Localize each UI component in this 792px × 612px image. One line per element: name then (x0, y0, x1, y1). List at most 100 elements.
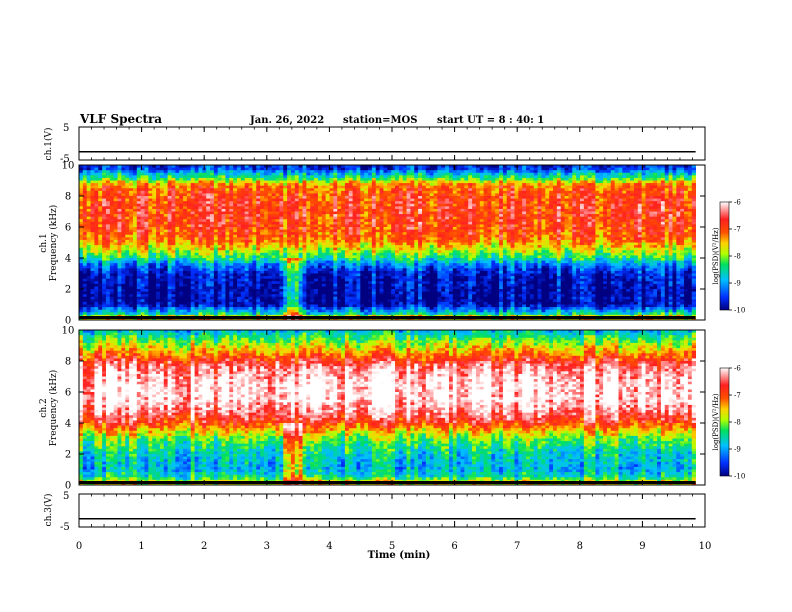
spectrogram-cell (302, 188, 307, 192)
spectrogram-cell (364, 234, 369, 238)
spectrogram-cell (252, 172, 257, 176)
spectrogram-cell (163, 167, 169, 171)
spectrogram-cell (121, 214, 126, 218)
spectrogram-cell (360, 270, 365, 274)
spectrogram-cell (144, 250, 149, 254)
spectrogram-cell (341, 242, 346, 246)
spectrogram-cell (252, 167, 257, 171)
spectrogram-cell (206, 216, 211, 220)
spectrogram-cell (140, 255, 145, 259)
spectrogram-cell (306, 312, 311, 316)
spectrogram-cell (364, 198, 369, 202)
spectrogram-cell (398, 175, 404, 179)
spectrogram-cell (287, 203, 292, 207)
spectrogram-cell (171, 255, 176, 259)
spectrogram-cell (229, 278, 234, 282)
spectrogram-cell (136, 252, 142, 256)
spectrogram-cell (240, 227, 246, 230)
spectrogram-cell (152, 180, 157, 184)
spectrogram-cell (252, 183, 257, 187)
spectrogram-cell (79, 301, 84, 305)
spectrogram-cell (113, 221, 118, 225)
spectrogram-cell (263, 260, 269, 264)
spectrogram-cell (379, 185, 384, 189)
spectrogram-cell (217, 211, 222, 215)
spectrogram-cell (310, 183, 315, 187)
spectrogram-cell (121, 265, 126, 269)
spectrogram-cell (368, 304, 373, 308)
spectrogram-cell (383, 232, 388, 236)
spectrogram-cell (240, 286, 246, 290)
spectrogram-cell (387, 270, 392, 274)
spectrogram-cell (290, 250, 296, 254)
spectrogram-cell (144, 278, 149, 282)
spectrogram-cell (194, 242, 199, 246)
spectrogram-cell (171, 219, 176, 223)
spectrogram-cell (333, 196, 338, 199)
spectrogram-cell (395, 214, 400, 218)
spectrogram-cell (333, 214, 338, 218)
spectrogram-cell (252, 268, 257, 272)
spectrogram-cell (94, 309, 99, 313)
spectrogram-cell (159, 201, 165, 205)
spectrogram-cell (102, 237, 107, 241)
spectrogram-cell (383, 216, 388, 220)
spectrogram-cell (79, 232, 84, 236)
spectrogram-cell (287, 273, 292, 277)
spectrogram-cell (263, 172, 269, 176)
spectrogram-cell (248, 208, 253, 212)
spectrogram-cell (271, 278, 276, 282)
spectrogram-cell (383, 276, 388, 280)
spectrogram-cell (290, 258, 296, 261)
spectrogram-cell (102, 304, 107, 308)
spectrogram-cell (368, 227, 373, 230)
spectrogram-cell (395, 216, 400, 220)
spectrogram-cell (183, 252, 188, 256)
spectrogram-cell (368, 193, 373, 197)
spectrogram-cell (298, 294, 303, 298)
spectrogram-cell (244, 229, 249, 233)
spectrogram-cell (337, 260, 342, 264)
spectrogram-cell (395, 273, 400, 277)
spectrogram-cell (317, 291, 323, 295)
spectrogram-cell (364, 291, 369, 295)
spectrogram-cell (283, 193, 288, 197)
spectrogram-cell (395, 172, 400, 176)
spectrogram-cell (348, 245, 354, 249)
spectrogram-cell (317, 273, 323, 277)
spectrogram-cell (248, 232, 253, 236)
spectrogram-cell (129, 294, 134, 298)
spectrogram-cell (252, 307, 257, 311)
spectrogram-cell (314, 193, 319, 197)
spectrogram-cell (159, 291, 165, 295)
spectrogram-cell (121, 177, 126, 181)
spectrogram-cell (395, 299, 400, 303)
spectrogram-cell (167, 296, 172, 300)
spectrogram-cell (364, 276, 369, 280)
spectrogram-cell (125, 273, 130, 277)
spectrogram-cell (171, 245, 176, 249)
spectrogram-cell (314, 216, 319, 220)
spectrogram-cell (360, 193, 365, 197)
spectrogram-cell (175, 201, 180, 205)
spectrogram-cell (217, 309, 222, 313)
spectrogram-cell (352, 273, 357, 277)
spectrogram-cell (395, 188, 400, 192)
spectrogram-cell (240, 208, 246, 212)
spectrogram-cell (240, 255, 246, 259)
spectrogram-cell (306, 165, 311, 168)
spectrogram-cell (337, 265, 342, 269)
spectrogram-cell (109, 281, 115, 285)
spectrogram-cell (290, 221, 296, 225)
spectrogram-cell (383, 307, 388, 311)
spectrogram-cell (310, 242, 315, 246)
spectrogram-cell (240, 278, 246, 282)
spectrogram-cell (171, 167, 176, 171)
spectrogram-cell (186, 273, 192, 277)
spectrogram-cell (190, 250, 196, 254)
spectrogram-cell (183, 196, 188, 199)
spectrogram-cell (148, 245, 153, 249)
spectrogram-cell (202, 278, 207, 282)
spectrogram-cell (109, 232, 115, 236)
spectrogram-cell (144, 270, 149, 274)
